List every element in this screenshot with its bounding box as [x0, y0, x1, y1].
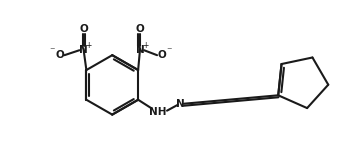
Text: N: N: [79, 45, 88, 55]
Text: ⁻: ⁻: [50, 46, 55, 56]
Text: O: O: [158, 50, 166, 60]
Text: O: O: [55, 50, 64, 60]
Text: N: N: [176, 99, 184, 109]
Text: +: +: [85, 41, 91, 50]
Text: O: O: [136, 24, 145, 34]
Text: ⁻: ⁻: [166, 46, 172, 56]
Text: NH: NH: [149, 107, 167, 117]
Text: O: O: [79, 24, 88, 34]
Text: N: N: [136, 45, 145, 55]
Text: +: +: [142, 41, 148, 50]
